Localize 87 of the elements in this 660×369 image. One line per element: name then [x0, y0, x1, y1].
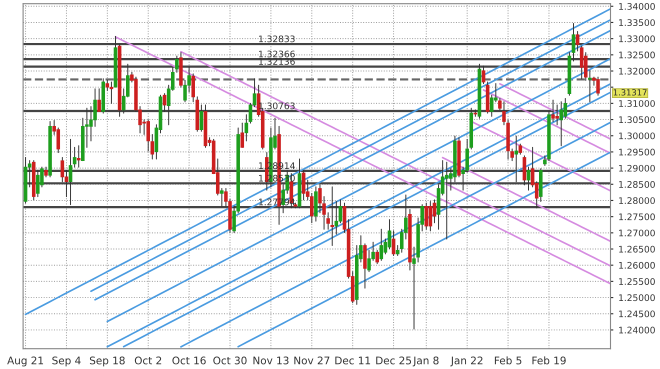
- candlestick: [60, 156, 64, 182]
- candlestick: [551, 100, 555, 122]
- y-tick-label: 1.31000: [619, 100, 655, 107]
- candlestick: [580, 46, 584, 80]
- y-tick-label: 1.27000: [619, 230, 655, 236]
- x-tick-label: Feb 19: [532, 356, 566, 364]
- candlestick: [526, 166, 530, 191]
- candlestick: [110, 82, 114, 104]
- line-series: [237, 151, 610, 348]
- x-tick-label: Oct 2: [134, 356, 162, 364]
- line-series: [24, 8, 610, 316]
- candlestick: [76, 145, 80, 168]
- candlestick: [375, 250, 379, 264]
- y-tick-label: 1.28000: [619, 197, 655, 204]
- y-tick-label: 1.32000: [619, 68, 655, 75]
- candlestick: [146, 119, 150, 152]
- y-tick-label: 1.26000: [619, 262, 655, 269]
- x-tick-label: Dec 11: [335, 356, 370, 364]
- candlestick: [240, 122, 244, 148]
- candlestick: [310, 192, 314, 224]
- ref-line-label: 1.32136: [259, 58, 295, 65]
- candlestick: [175, 56, 179, 73]
- y-tick-label: 1.30000: [619, 132, 655, 140]
- y-tick-label: 1.32500: [619, 52, 655, 58]
- line-series: [499, 83, 610, 140]
- ref-line-label: 1.32366: [259, 50, 295, 58]
- y-tick-label: 1.25000: [619, 294, 655, 302]
- candlestick: [191, 73, 195, 102]
- candlestick: [522, 155, 526, 186]
- candlestick: [588, 70, 592, 102]
- candlestick: [93, 88, 97, 127]
- x-tick-label: Oct 16: [172, 356, 206, 364]
- candlestick: [490, 94, 494, 117]
- x-tick-label: Sep 18: [90, 356, 125, 366]
- x-tick-label: Oct 30: [213, 356, 247, 364]
- y-tick-label: 1.33500: [619, 19, 655, 26]
- line-series: [482, 89, 610, 154]
- candlestick: [380, 228, 384, 261]
- candlestick: [428, 200, 432, 232]
- line-series: [180, 122, 610, 348]
- candlestick: [564, 98, 568, 119]
- y-tick-label: 1.29000: [619, 164, 655, 172]
- candlestick: [302, 170, 306, 200]
- y-tick-label: 1.24500: [619, 310, 655, 318]
- candlestick: [596, 76, 600, 96]
- ref-line-label: 1.32833: [259, 35, 295, 42]
- candlestick: [559, 101, 564, 146]
- candlestick: [334, 200, 338, 235]
- candlestick: [330, 186, 334, 246]
- x-tick-label: Aug 21: [7, 356, 44, 366]
- y-tick-label: 1.26500: [619, 246, 655, 253]
- candlestick: [514, 136, 518, 182]
- candlestick: [424, 202, 428, 230]
- x-tick-label: Jan 22: [450, 356, 482, 366]
- x-tick-label: Nov 27: [294, 356, 330, 364]
- x-tick-label: Dec 25: [376, 356, 412, 364]
- text: 1.31317: [614, 89, 647, 96]
- candlestick: [44, 166, 48, 178]
- y-tick-label: 1.30500: [619, 116, 655, 124]
- x-tick-label: Nov 13: [253, 356, 289, 364]
- y-tick-label: 1.24000: [619, 326, 655, 334]
- y-tick-label: 1.25500: [619, 278, 655, 285]
- candlestick: [396, 244, 400, 256]
- candlestick: [392, 230, 396, 256]
- candlestick: [555, 104, 559, 126]
- candlestick: [444, 162, 449, 240]
- candlestick: [518, 144, 522, 155]
- candlestick: [576, 31, 580, 52]
- line-series: [180, 50, 610, 267]
- y-tick-label: 1.29500: [619, 148, 655, 156]
- y-tick-label: 1.27500: [619, 213, 655, 220]
- candlestick: [322, 196, 326, 230]
- y-tick-label: 1.33000: [619, 35, 655, 42]
- candlestick: [56, 127, 60, 154]
- candlestick: [200, 104, 204, 132]
- candlestick: [36, 170, 40, 198]
- y-tick-label: 1.28500: [619, 181, 655, 188]
- candlestick: [97, 88, 101, 112]
- x-tick-label: Sep 4: [52, 356, 81, 366]
- candlestick: [106, 80, 110, 91]
- candlestick: [162, 93, 166, 112]
- candlestick: [465, 138, 469, 172]
- candlestick: [68, 138, 72, 206]
- x-tick-label: Feb 5: [494, 356, 522, 364]
- y-tick-label: 1.34000: [619, 3, 655, 10]
- x-tick-label: Jan 8: [412, 356, 439, 366]
- candlestick: [220, 188, 224, 207]
